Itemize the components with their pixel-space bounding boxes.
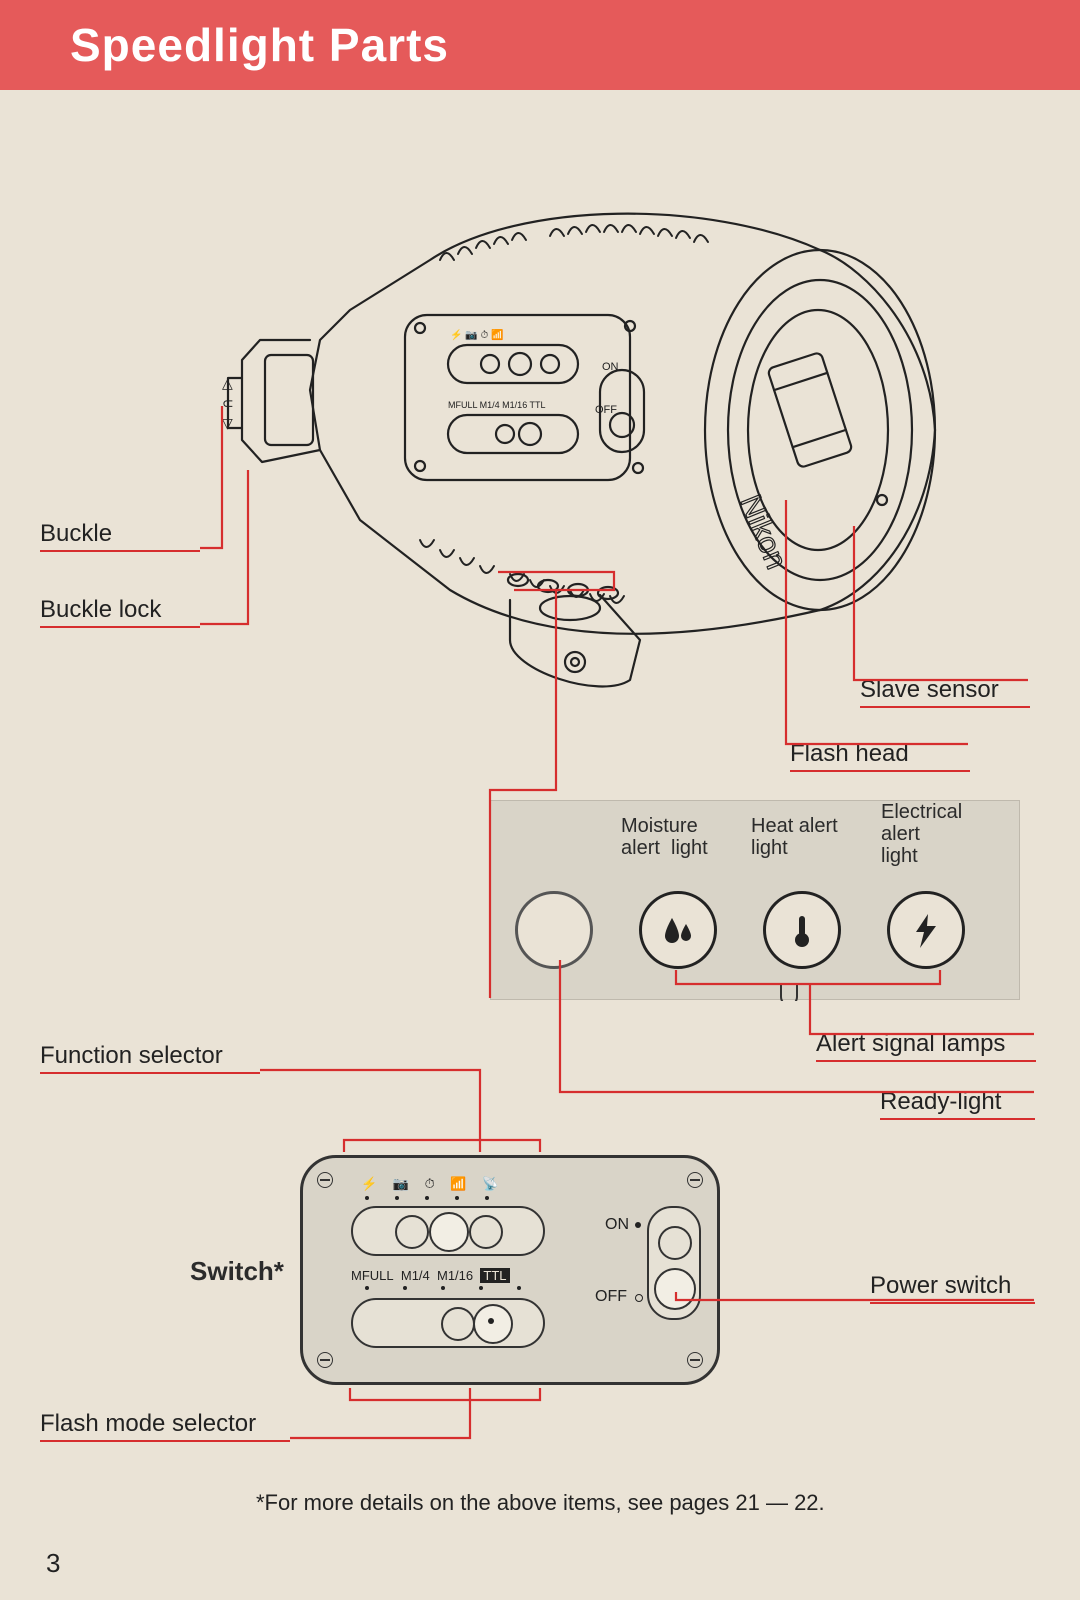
power-switch-label: Power switch <box>870 1272 1035 1304</box>
function-selector-slider[interactable] <box>351 1206 545 1256</box>
power-switch-slider[interactable] <box>647 1206 701 1320</box>
mode-mark: TTL <box>480 1268 509 1283</box>
moisture-alert-label: Moisture alert light <box>621 815 708 859</box>
header-bar: Speedlight Parts <box>0 0 1080 90</box>
heat-alert-label: Heat alert light <box>751 815 838 859</box>
moisture-icon <box>639 891 717 969</box>
footnote-text: *For more details on the above items, se… <box>256 1490 825 1516</box>
alert-lamps-label: Alert signal lamps <box>816 1030 1036 1062</box>
flash-mode-slider[interactable] <box>351 1298 545 1348</box>
flash-head-label: Flash head <box>790 740 970 772</box>
electrical-alert-label: Electrical alert light <box>881 801 962 867</box>
mode-mark: MFULL <box>351 1268 394 1283</box>
ready-light-label: Ready-light <box>880 1088 1035 1120</box>
svg-text:▽: ▽ <box>222 415 233 431</box>
page-number: 3 <box>46 1548 60 1579</box>
alert-panel: Moisture alert light Heat alert light El… <box>490 800 1020 1000</box>
flash-mode-selector-label: Flash mode selector <box>40 1410 290 1442</box>
buckle-label: Buckle <box>40 520 200 552</box>
page-title: Speedlight Parts <box>70 18 1080 72</box>
svg-text:MFULL M1/4 M1/16 TTL: MFULL M1/4 M1/16 TTL <box>448 400 546 410</box>
slave-sensor-label: Slave sensor <box>860 676 1030 708</box>
heat-icon <box>763 891 841 969</box>
mode-mark: M1/4 <box>401 1268 430 1283</box>
svg-text:△: △ <box>222 375 233 391</box>
buckle-lock-label: Buckle lock <box>40 596 200 628</box>
mode-mark: M1/16 <box>437 1268 473 1283</box>
power-on-label: ON <box>605 1216 629 1234</box>
svg-text:OFF: OFF <box>595 404 617 416</box>
switch-panel: ⚡ 📷 ⏱ 📶 📡 MFULL M1/4 M1/16 TTL ON OFF <box>300 1155 720 1385</box>
svg-text:ON: ON <box>602 361 619 373</box>
ready-light-icon <box>515 891 593 969</box>
svg-text:⊂: ⊂ <box>222 395 234 411</box>
switch-label: Switch* <box>190 1256 284 1287</box>
speedlight-illustration: ON OFF ⚡ 📷 ⏱ 📶 MFULL M1/4 M1/16 TTL Niko… <box>170 140 990 700</box>
electrical-icon <box>887 891 965 969</box>
function-selector-label: Function selector <box>40 1042 260 1074</box>
svg-text:⚡ 📷 ⏱ 📶: ⚡ 📷 ⏱ 📶 <box>450 328 504 341</box>
power-off-label: OFF <box>595 1288 627 1306</box>
